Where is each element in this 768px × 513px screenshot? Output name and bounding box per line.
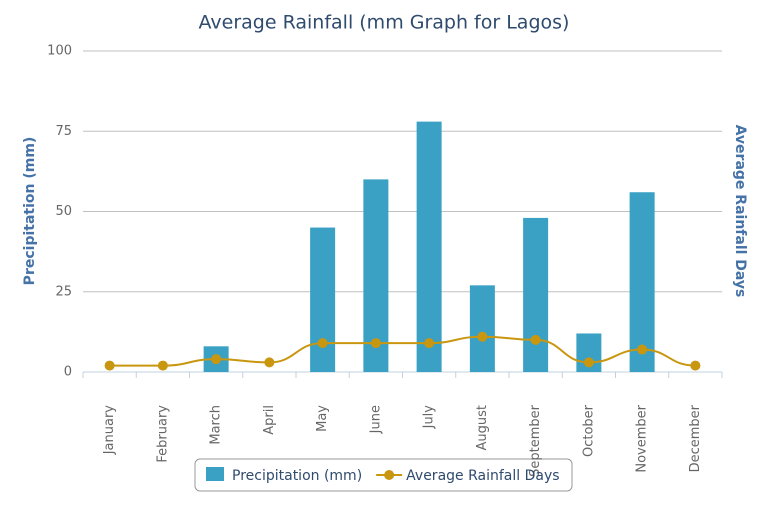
line-point — [157, 360, 168, 371]
x-tick-label: March — [209, 405, 224, 445]
x-tick-label: October — [581, 404, 596, 457]
x-tick-label: February — [155, 405, 170, 463]
chart-title: Average Rainfall (mm Graph for Lagos) — [199, 12, 570, 34]
line-point — [690, 360, 701, 371]
y-tick-label: 25 — [55, 284, 72, 299]
y-tick-label: 50 — [55, 204, 72, 219]
line-point — [211, 354, 222, 365]
line-point — [424, 338, 435, 349]
line-point — [583, 357, 594, 368]
line-point — [637, 344, 648, 355]
bar — [523, 217, 549, 372]
x-tick-label: April — [262, 405, 277, 435]
bar — [469, 285, 495, 372]
legend-swatch[interactable] — [206, 467, 224, 481]
legend-label[interactable]: Average Rainfall Days — [406, 468, 559, 484]
line-point — [477, 331, 488, 342]
line-point — [370, 338, 381, 349]
x-tick-label: January — [102, 405, 117, 456]
x-tick-label: May — [315, 405, 330, 432]
line — [109, 335, 696, 367]
legend-label[interactable]: Precipitation (mm) — [232, 468, 362, 484]
y-axis-title: Precipitation (mm) — [22, 137, 38, 286]
line-point — [104, 360, 115, 371]
x-tick-label: December — [688, 404, 703, 472]
x-tick-label: September — [528, 404, 543, 477]
bar — [629, 192, 655, 372]
x-tick-label: August — [475, 405, 490, 451]
legend-swatch[interactable] — [384, 470, 395, 480]
x-tick-label: July — [422, 405, 437, 430]
bar — [416, 121, 442, 373]
y-tick-label: 100 — [47, 44, 72, 59]
line-point — [317, 338, 328, 349]
line-point — [264, 357, 275, 368]
x-tick-label: June — [368, 405, 383, 434]
y-tick-label: 75 — [55, 124, 72, 139]
y2-axis-title: Average Rainfall Days — [732, 125, 748, 298]
y-tick-label: 0 — [64, 365, 72, 380]
bar — [310, 227, 336, 372]
x-tick-label: November — [635, 404, 650, 472]
line-point — [530, 334, 541, 345]
